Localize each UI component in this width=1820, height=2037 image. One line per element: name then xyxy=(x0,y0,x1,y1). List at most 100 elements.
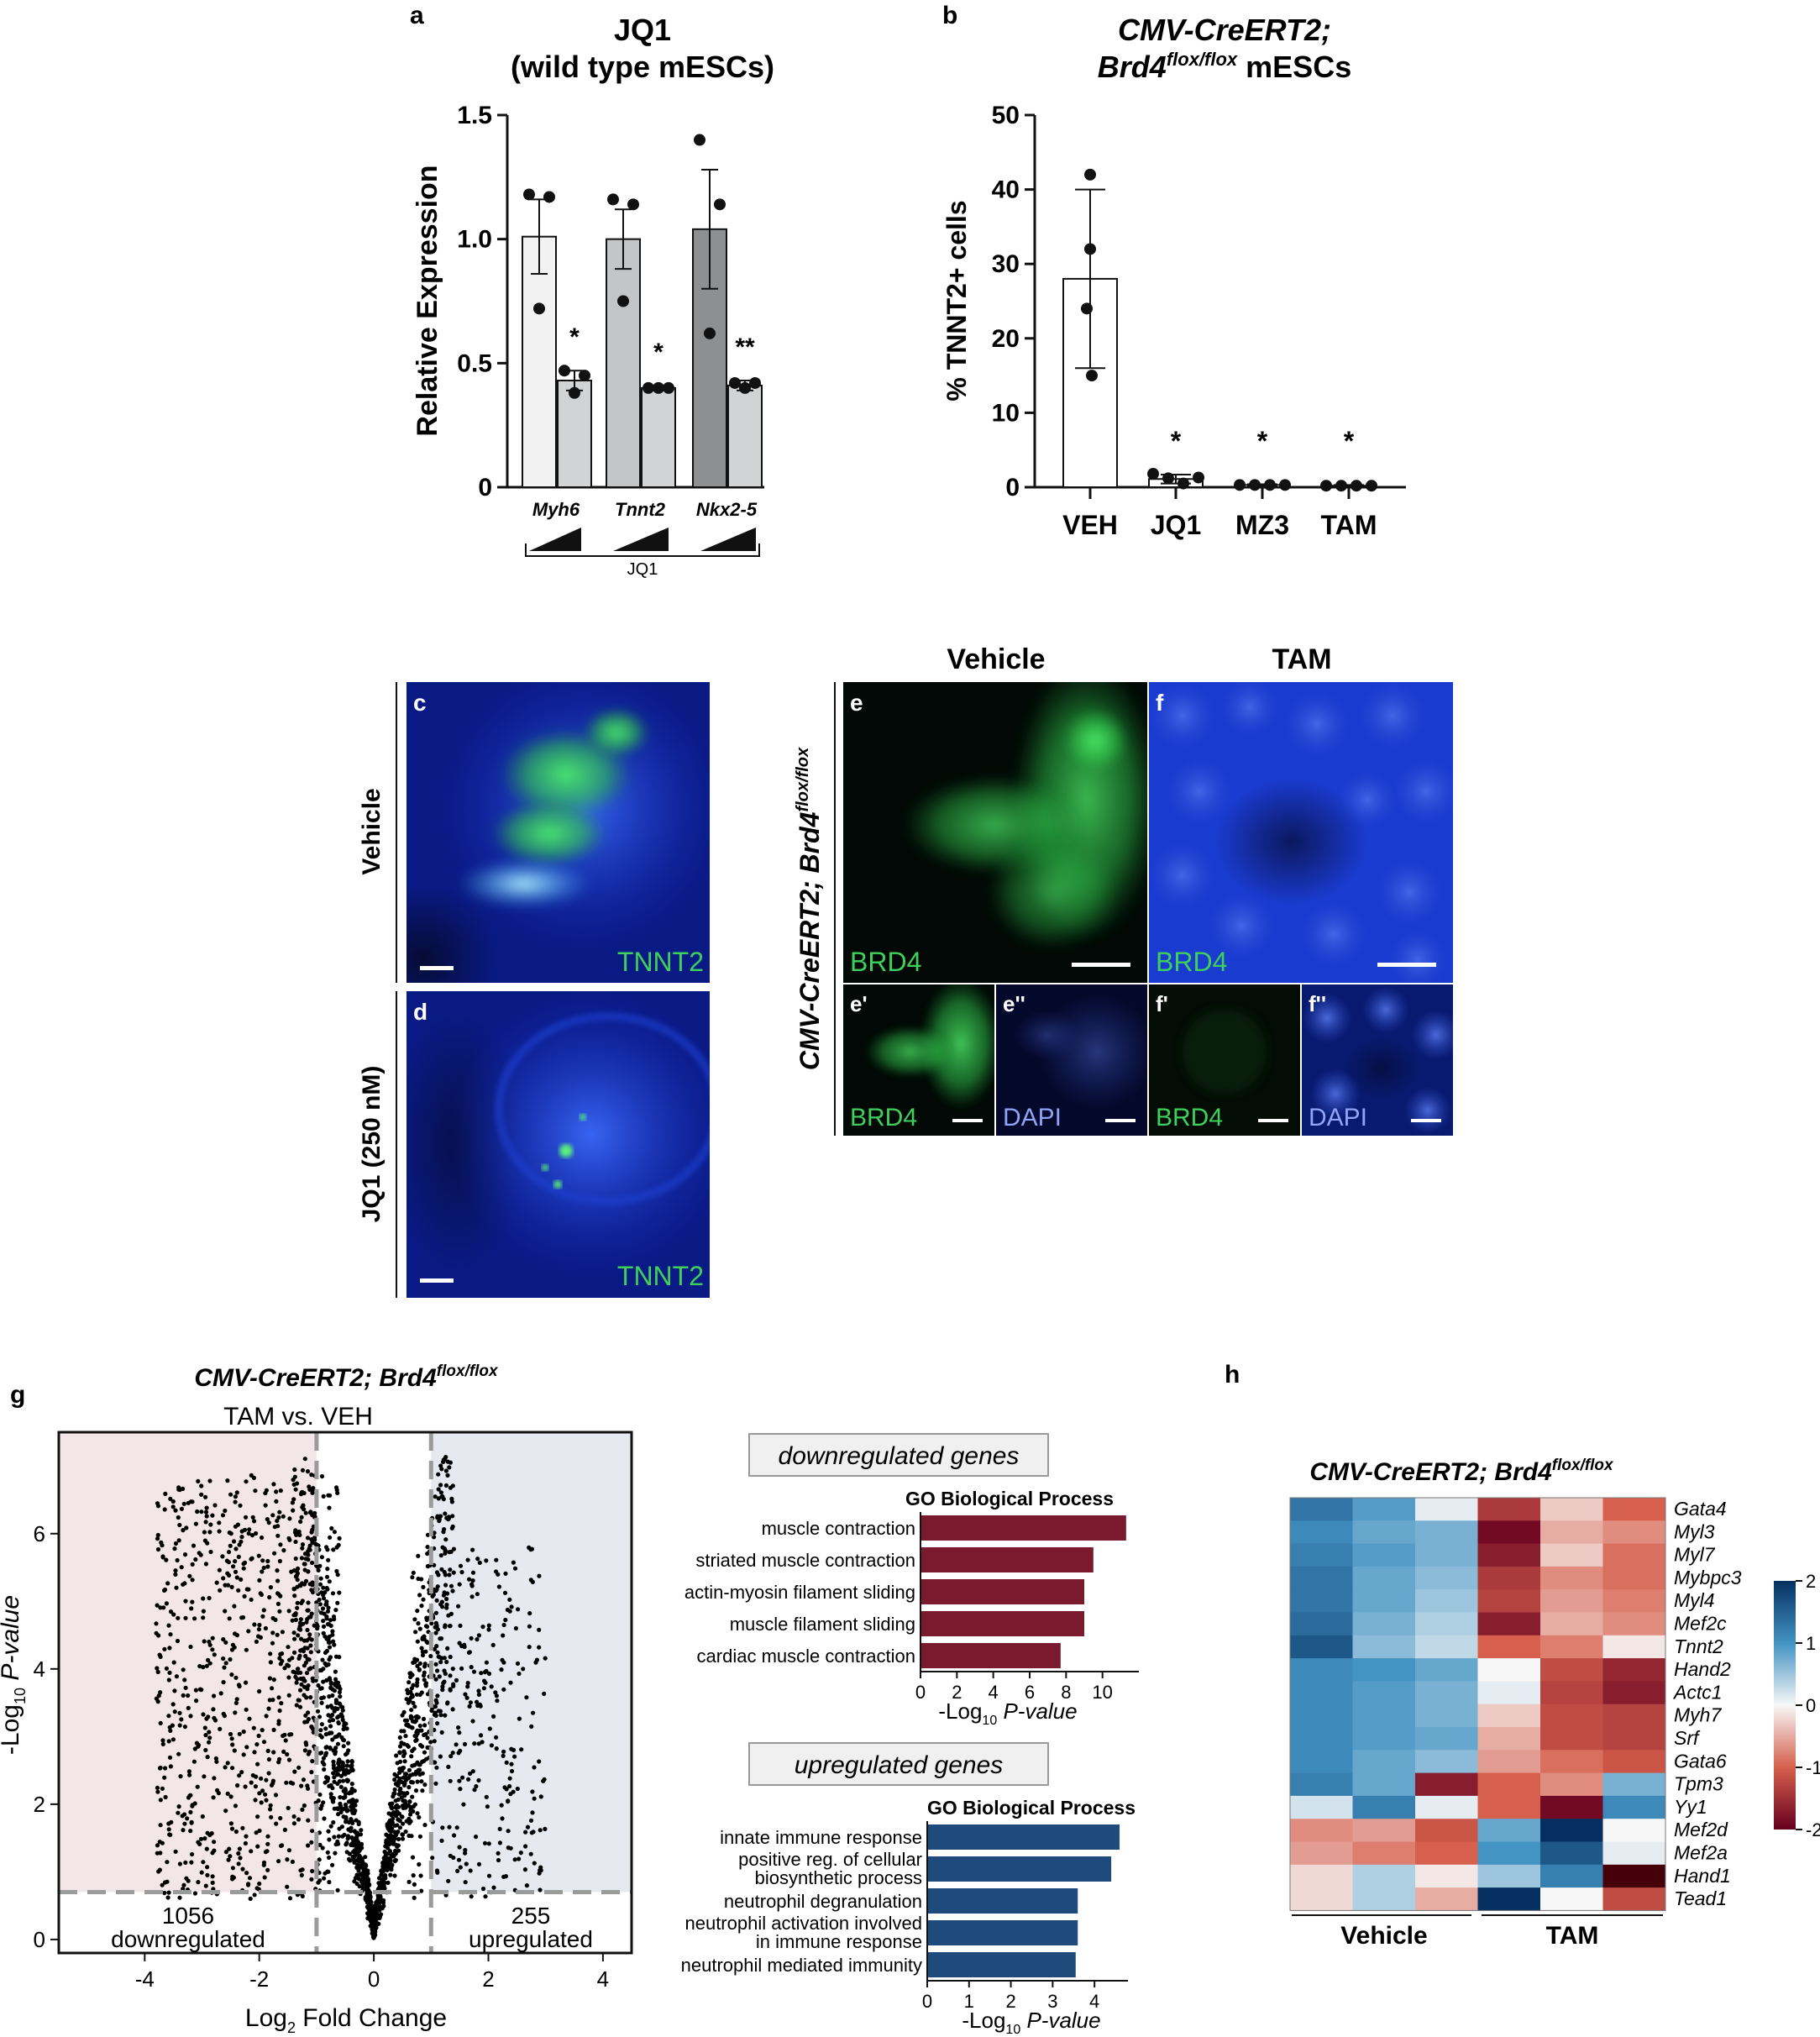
significance-marker: * xyxy=(569,323,580,351)
data-point xyxy=(199,1870,204,1875)
data-point xyxy=(260,1535,265,1541)
data-point xyxy=(274,1489,279,1494)
data-point xyxy=(307,1749,312,1754)
data-point xyxy=(472,1788,477,1793)
data-point xyxy=(293,1617,298,1622)
data-point xyxy=(469,1665,474,1670)
y-tick-label: 0 xyxy=(478,474,492,501)
data-point xyxy=(486,1873,492,1878)
data-point xyxy=(448,1460,454,1465)
panel-f-prime-letter: f' xyxy=(1156,991,1168,1016)
data-point xyxy=(207,1730,212,1735)
data-point xyxy=(206,1714,211,1719)
data-point xyxy=(450,1514,455,1519)
data-point xyxy=(387,1818,392,1823)
up-label: upregulated xyxy=(469,1926,593,1952)
data-point xyxy=(261,1608,266,1613)
heatmap-cell xyxy=(1540,1750,1603,1774)
data-point xyxy=(442,1656,447,1661)
data-point xyxy=(225,1761,230,1766)
data-point xyxy=(260,1614,265,1619)
heatmap-cell xyxy=(1415,1612,1478,1636)
data-point xyxy=(460,1775,465,1780)
data-point xyxy=(256,1627,261,1632)
micrograph-d-tnnt2-spot xyxy=(559,1144,573,1158)
data-point xyxy=(306,1557,311,1562)
data-point xyxy=(294,1568,299,1573)
data-point xyxy=(196,1880,201,1885)
data-point xyxy=(345,1759,350,1764)
bar xyxy=(522,235,557,488)
heatmap-row-label: Mef2d xyxy=(1674,1819,1728,1840)
data-point xyxy=(344,1807,349,1812)
data-point xyxy=(328,1824,333,1829)
heatmap-cell xyxy=(1540,1520,1603,1545)
data-point xyxy=(532,1796,537,1801)
data-point xyxy=(333,1751,338,1756)
data-point xyxy=(170,1737,176,1742)
color-scale-label: 0 xyxy=(1806,1695,1816,1716)
volcano-xlabel-rest: Fold Change xyxy=(296,2004,447,2032)
data-point xyxy=(228,1821,233,1826)
micrograph-f-double-prime-nucleus xyxy=(1302,993,1352,1043)
heatmap-cell xyxy=(1415,1566,1478,1590)
data-point xyxy=(214,1580,219,1585)
data-point xyxy=(416,1553,421,1558)
data-point xyxy=(209,1831,214,1836)
data-point xyxy=(158,1823,163,1828)
x-tick-label: 2 xyxy=(482,1966,494,1992)
data-point xyxy=(163,1794,168,1800)
data-point xyxy=(403,1805,408,1810)
data-point xyxy=(433,1677,438,1682)
data-point xyxy=(538,1794,543,1799)
data-point xyxy=(345,1778,350,1783)
data-point xyxy=(270,1513,275,1518)
heatmap-row-label: Srf xyxy=(1674,1727,1701,1749)
data-point xyxy=(249,1557,254,1562)
significance-marker: * xyxy=(1257,426,1268,456)
data-point xyxy=(392,1851,397,1856)
column-label-tam: TAM xyxy=(1272,643,1331,675)
data-point xyxy=(439,1599,445,1604)
heatmap-cell xyxy=(1290,1864,1353,1888)
data-point xyxy=(412,1704,417,1709)
data-point xyxy=(422,1677,427,1683)
data-point xyxy=(167,1832,172,1837)
data-point xyxy=(478,1704,483,1709)
data-point xyxy=(441,1457,447,1462)
data-point xyxy=(306,1786,311,1791)
panel-f-stain-label: BRD4 xyxy=(1156,947,1227,977)
data-point xyxy=(532,1765,537,1770)
heatmap-cell xyxy=(1352,1841,1416,1866)
data-point xyxy=(417,1667,422,1672)
data-point xyxy=(297,1620,303,1625)
data-point xyxy=(292,1467,297,1473)
micrograph-f-nucleus xyxy=(1208,892,1275,959)
data-point xyxy=(463,1847,468,1853)
data-point xyxy=(296,1656,302,1661)
data-point xyxy=(298,1688,303,1693)
data-point xyxy=(166,1714,171,1719)
data-point xyxy=(257,1791,262,1796)
data-point xyxy=(306,1552,311,1557)
data-point xyxy=(186,1769,191,1774)
data-point xyxy=(457,1778,462,1783)
data-point xyxy=(432,1646,438,1651)
go-x-tick-label: 0 xyxy=(922,1991,932,2012)
data-point xyxy=(332,1779,337,1784)
data-point xyxy=(263,1792,268,1797)
data-point xyxy=(182,1552,188,1557)
data-point xyxy=(469,1582,475,1587)
data-point xyxy=(475,1557,480,1562)
data-point xyxy=(233,1546,239,1551)
data-point xyxy=(286,1675,291,1680)
data-point xyxy=(387,1839,392,1844)
data-point xyxy=(494,1746,499,1751)
data-point xyxy=(537,1573,542,1578)
data-point xyxy=(337,1689,342,1695)
data-point xyxy=(324,1745,329,1750)
panel-f-double-prime-letter: f'' xyxy=(1309,991,1326,1016)
micrograph-e-prime: e' BRD4 xyxy=(843,984,994,1136)
data-point xyxy=(322,1767,327,1772)
